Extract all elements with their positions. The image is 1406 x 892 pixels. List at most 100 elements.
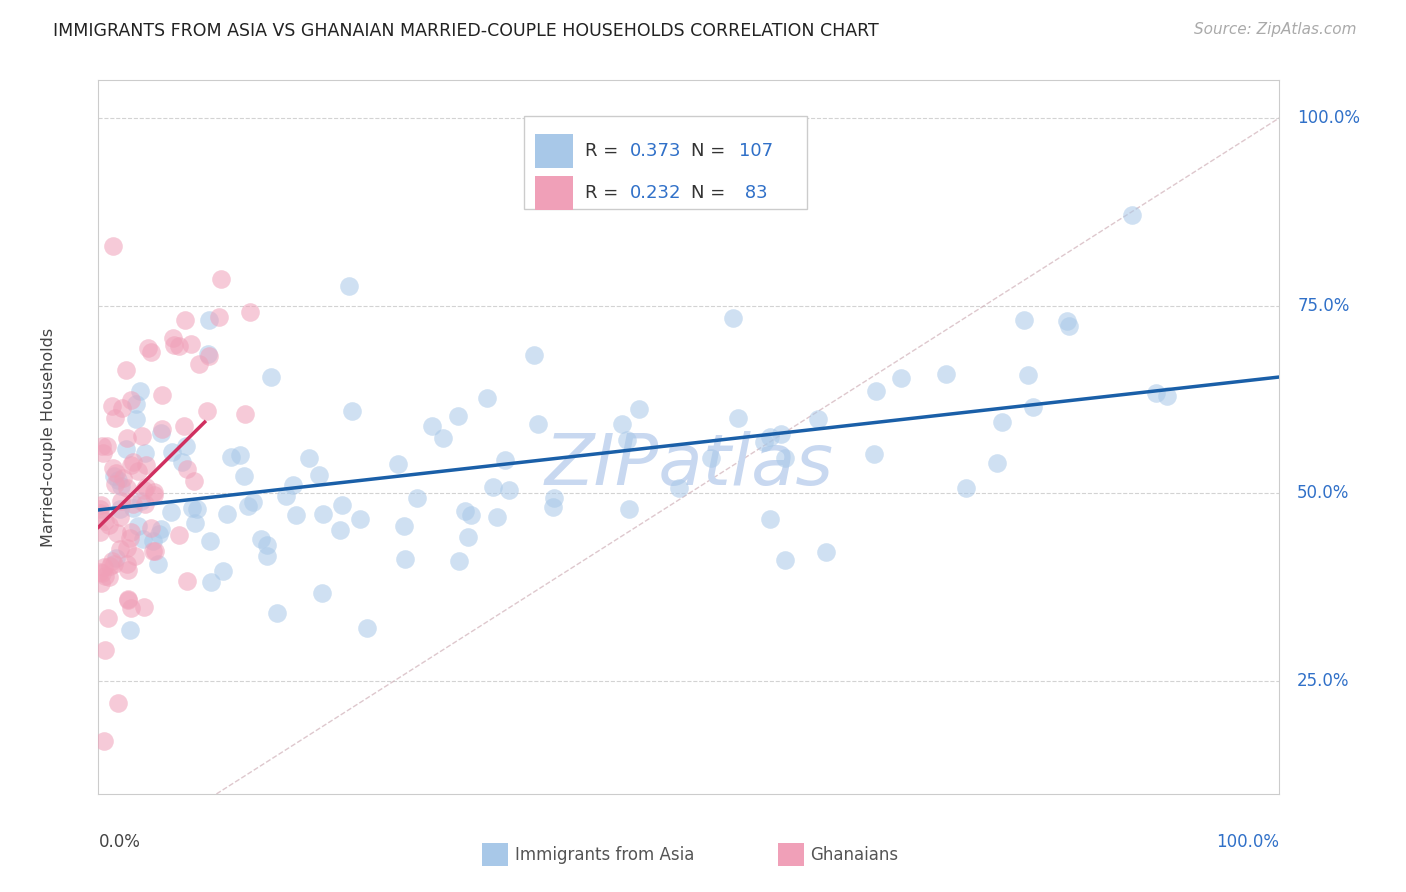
Point: [125, 411, 148, 425]
Point: [242, 494, 264, 508]
Point: [110, 479, 132, 493]
Point: [89, 502, 111, 516]
Point: [143, 484, 166, 499]
Point: [232, 469, 254, 483]
Point: [108, 501, 131, 516]
Point: [211, 271, 233, 285]
Point: [627, 401, 650, 416]
Point: [103, 469, 125, 483]
Point: [721, 310, 744, 325]
Point: [127, 464, 149, 478]
Point: [125, 397, 148, 411]
Point: [97, 611, 120, 625]
Text: R =: R =: [585, 184, 624, 202]
Point: [392, 519, 415, 533]
Point: [699, 451, 721, 466]
Point: [1121, 209, 1143, 223]
Point: [773, 553, 796, 567]
Point: [1144, 385, 1167, 400]
Point: [101, 554, 124, 568]
Point: [1012, 313, 1035, 327]
Point: [432, 431, 454, 445]
Point: [159, 505, 181, 519]
Point: [160, 445, 183, 459]
Point: [101, 461, 124, 475]
Point: [104, 551, 127, 566]
Text: 100.0%: 100.0%: [1216, 833, 1279, 851]
Point: [117, 592, 139, 607]
Point: [387, 457, 409, 471]
Bar: [482, 843, 508, 866]
Point: [543, 491, 565, 505]
Point: [349, 512, 371, 526]
Text: 0.0%: 0.0%: [98, 833, 141, 851]
Text: 83: 83: [738, 184, 768, 202]
Point: [176, 462, 198, 476]
Point: [863, 447, 886, 461]
Point: [120, 392, 142, 407]
Point: [991, 415, 1014, 429]
Point: [142, 544, 165, 558]
Point: [311, 586, 333, 600]
Point: [142, 533, 165, 548]
Point: [498, 483, 520, 497]
Point: [308, 468, 330, 483]
Point: [394, 551, 416, 566]
Point: [486, 510, 509, 524]
Point: [110, 494, 132, 508]
Point: [188, 357, 211, 371]
Point: [460, 508, 482, 522]
Point: [523, 348, 546, 362]
Point: [134, 445, 156, 459]
Point: [266, 607, 288, 621]
Point: [233, 407, 256, 421]
Point: [124, 549, 146, 563]
Point: [541, 500, 564, 514]
Text: 0.232: 0.232: [630, 184, 682, 202]
Point: [186, 502, 208, 516]
Point: [134, 599, 156, 614]
Point: [162, 331, 184, 345]
Point: [815, 545, 838, 559]
Point: [236, 499, 259, 513]
Text: 25.0%: 25.0%: [1298, 673, 1350, 690]
Point: [259, 370, 281, 384]
Point: [90, 576, 112, 591]
Point: [104, 476, 127, 491]
Point: [121, 497, 143, 511]
Point: [1056, 313, 1078, 327]
Point: [1057, 318, 1080, 333]
Point: [148, 526, 170, 541]
Point: [337, 279, 360, 293]
Point: [356, 621, 378, 635]
Point: [180, 336, 202, 351]
Point: [727, 410, 749, 425]
Point: [145, 543, 167, 558]
Point: [149, 522, 172, 536]
Point: [97, 518, 120, 533]
Point: [229, 448, 252, 462]
Text: 50.0%: 50.0%: [1298, 484, 1350, 502]
Bar: [778, 843, 803, 866]
Point: [90, 566, 112, 581]
Point: [256, 538, 278, 552]
Point: [115, 442, 138, 456]
Point: [276, 489, 298, 503]
Text: ZIPatlas: ZIPatlas: [544, 431, 834, 500]
Point: [139, 345, 162, 359]
Point: [198, 533, 221, 548]
Point: [212, 565, 235, 579]
Point: [127, 518, 149, 533]
Point: [134, 497, 156, 511]
Point: [249, 532, 271, 546]
Point: [668, 482, 690, 496]
Point: [454, 504, 477, 518]
Point: [198, 349, 221, 363]
FancyBboxPatch shape: [523, 116, 807, 209]
Point: [170, 455, 193, 469]
Point: [120, 623, 142, 637]
Point: [183, 474, 205, 488]
Point: [152, 422, 174, 436]
Point: [149, 425, 172, 440]
Point: [986, 456, 1008, 470]
